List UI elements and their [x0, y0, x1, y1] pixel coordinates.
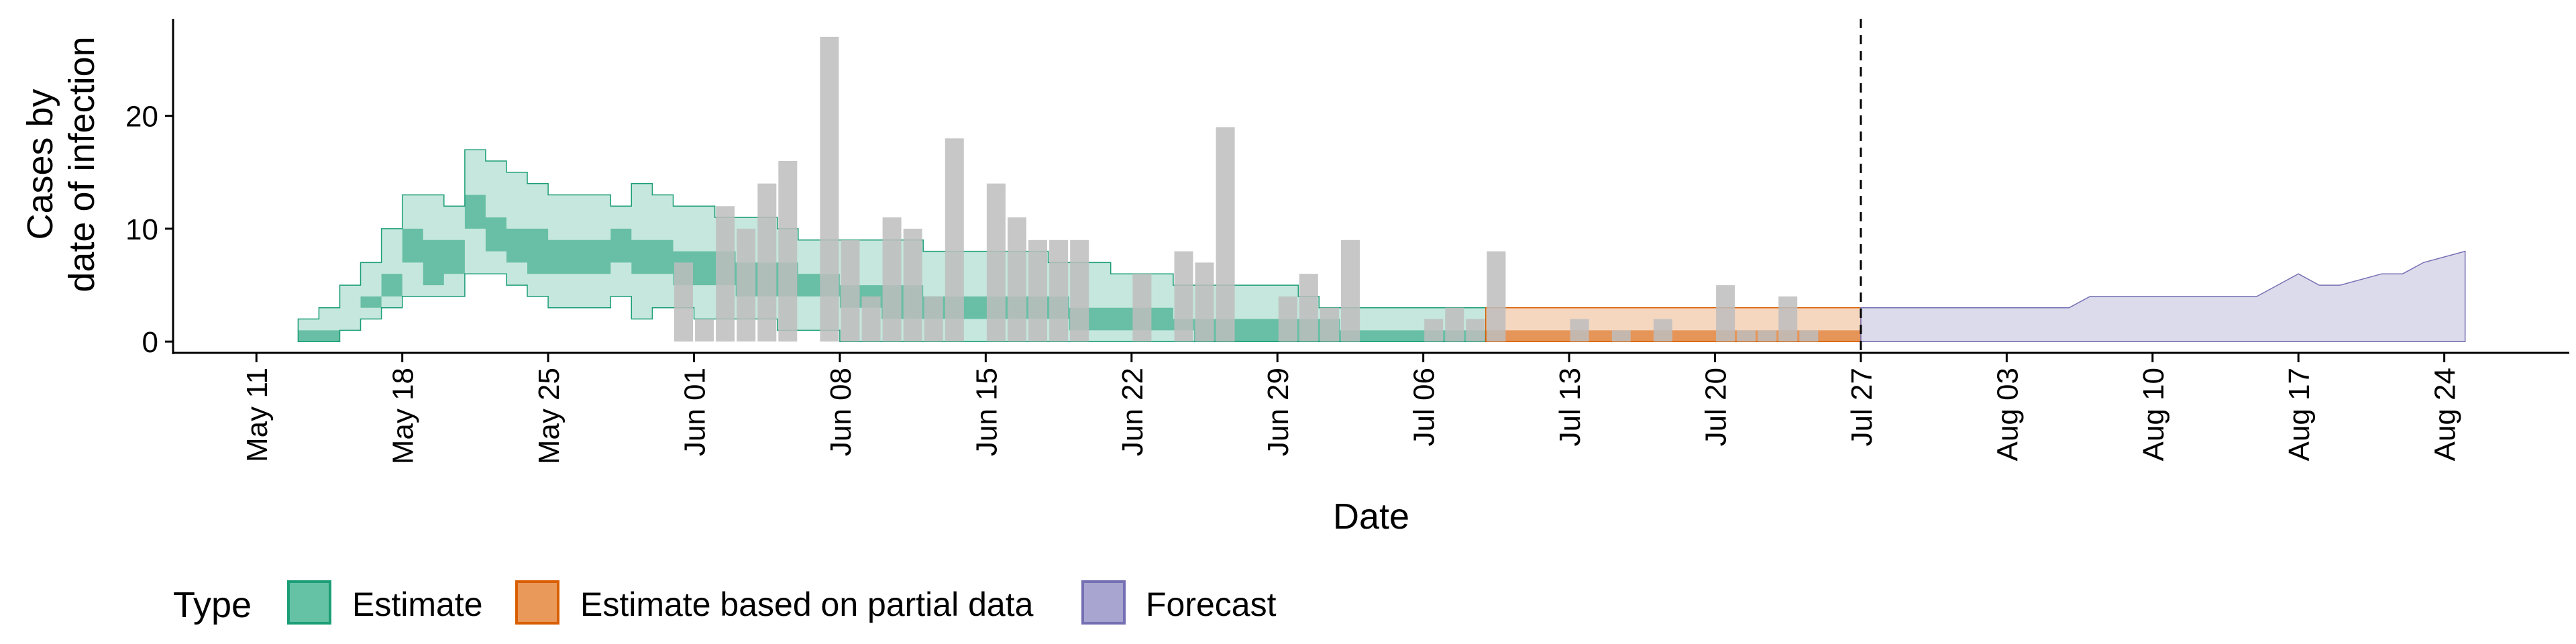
- y-axis-label-line2: date of infection: [62, 36, 102, 292]
- cases-bar: [1653, 319, 1672, 342]
- x-tick-label: Jun 01: [679, 368, 712, 456]
- cases-bar: [1070, 239, 1089, 342]
- cases-bar: [1299, 274, 1318, 342]
- cases-bar: [1028, 239, 1047, 342]
- x-axis-label: Date: [1333, 496, 1409, 537]
- cases-bar: [1445, 307, 1464, 342]
- x-tick-label: Aug 10: [2137, 368, 2170, 461]
- cases-bar: [1195, 262, 1214, 342]
- x-tick-label: Jul 06: [1408, 368, 1441, 446]
- x-tick-label: May 25: [533, 368, 566, 464]
- x-tick-label: Aug 17: [2283, 368, 2316, 461]
- cases-bar: [1049, 239, 1069, 342]
- cases-bar: [757, 183, 777, 342]
- cases-bar: [1716, 285, 1735, 342]
- y-tick-label: 0: [142, 326, 158, 359]
- cases-bar: [1466, 319, 1485, 342]
- cases-bar: [1737, 330, 1756, 342]
- axes: [172, 19, 2569, 354]
- reported-cases-bars: [674, 36, 1819, 342]
- cases-bar: [1216, 127, 1235, 342]
- x-tick-label: Jun 08: [824, 368, 857, 456]
- cases-bar: [1799, 330, 1819, 342]
- cases-bar: [674, 262, 693, 342]
- cases-bar: [695, 319, 714, 342]
- cases-bar: [1132, 274, 1152, 342]
- cases-bar: [1570, 319, 1589, 342]
- x-tick-label: Jul 27: [1845, 368, 1878, 446]
- cases-bar: [1341, 239, 1360, 342]
- cases-bar: [882, 217, 902, 342]
- cases-bar: [1424, 319, 1444, 342]
- y-tick-label: 10: [125, 213, 158, 246]
- legend-title: Type: [173, 585, 252, 625]
- forecast-band: [1860, 250, 2466, 342]
- y-tick-label: 20: [125, 101, 158, 133]
- legend-label: Estimate: [352, 586, 483, 623]
- cases-bar: [945, 138, 964, 342]
- x-tick-label: May 11: [241, 368, 274, 462]
- cases-bar: [778, 161, 798, 342]
- legend: Type Estimate Estimate based on partial d…: [173, 580, 1277, 625]
- legend-label: Forecast: [1146, 586, 1277, 623]
- x-ticks: May 11 May 18 May 25 Jun 01 Jun 08 Jun 15 Jun …: [241, 353, 2462, 464]
- cases-bar: [986, 183, 1006, 342]
- x-tick-label: Jul 13: [1554, 368, 1587, 446]
- x-tick-label: Aug 24: [2429, 368, 2462, 461]
- legend-key: [287, 580, 331, 625]
- cases-bar: [1174, 251, 1193, 342]
- cases-bar: [1611, 330, 1631, 342]
- cases-bar: [1320, 307, 1339, 342]
- cases-bar: [1008, 217, 1026, 342]
- cases-bar: [861, 296, 881, 342]
- cases-bar: [1778, 296, 1798, 342]
- legend-key: [515, 580, 559, 625]
- legend-key: [1081, 580, 1126, 625]
- x-tick-label: May 18: [387, 368, 420, 464]
- legend-label: Estimate based on partial data: [580, 586, 1034, 623]
- cases-bar: [903, 228, 922, 342]
- x-tick-label: Jul 20: [1700, 368, 1733, 446]
- y-ticks: 0 10 20: [125, 101, 173, 359]
- cases-bar: [1487, 251, 1506, 342]
- cases-bar: [1278, 296, 1297, 342]
- cases-bar: [716, 206, 735, 342]
- cases-bar: [1758, 330, 1777, 342]
- x-tick-label: Aug 03: [1991, 368, 2024, 461]
- cases-bar: [737, 228, 756, 342]
- cases-bar: [820, 36, 839, 342]
- x-tick-label: Jun 29: [1262, 368, 1295, 456]
- x-tick-label: Jun 15: [970, 368, 1003, 456]
- cases-bar: [841, 239, 860, 342]
- estimate-bands: [297, 149, 2466, 342]
- cases-bar: [924, 296, 943, 342]
- y-axis-label-line1: Cases by: [20, 89, 60, 239]
- x-tick-label: Jun 22: [1116, 368, 1149, 456]
